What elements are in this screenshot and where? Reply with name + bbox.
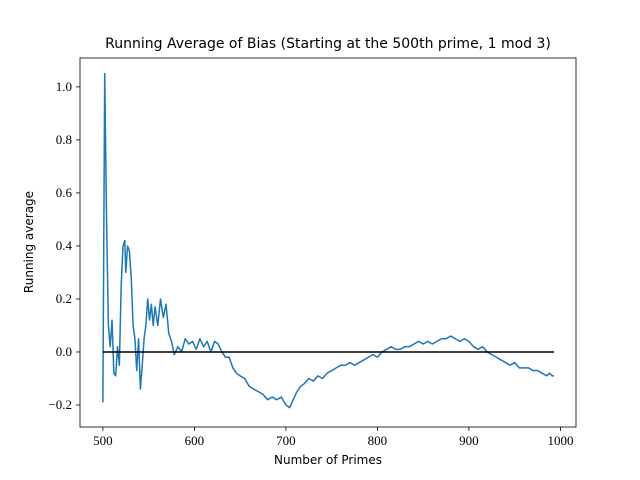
x-tick-label: 1000 [547, 433, 573, 448]
x-axis-label: Number of Primes [274, 453, 382, 467]
y-tick-label: 0.6 [56, 185, 73, 200]
data-line [102, 72, 555, 409]
y-tick-label: 0.8 [56, 132, 72, 147]
y-axis-label: Running average [22, 191, 36, 293]
y-tick-label: −0.2 [48, 397, 72, 412]
x-tick-label: 700 [276, 433, 296, 448]
plot-frame [79, 57, 577, 428]
x-tick-label: 500 [93, 433, 113, 448]
x-tick-label: 800 [368, 433, 388, 448]
x-tick-label: 600 [185, 433, 205, 448]
chart-title: Running Average of Bias (Starting at the… [105, 36, 551, 52]
y-tick-label: 0.2 [56, 291, 72, 306]
y-tick-label: 1.0 [56, 79, 72, 94]
y-tick-label: 0.0 [56, 344, 72, 359]
x-tick-label: 900 [459, 433, 479, 448]
y-tick-label: 0.4 [56, 238, 73, 253]
